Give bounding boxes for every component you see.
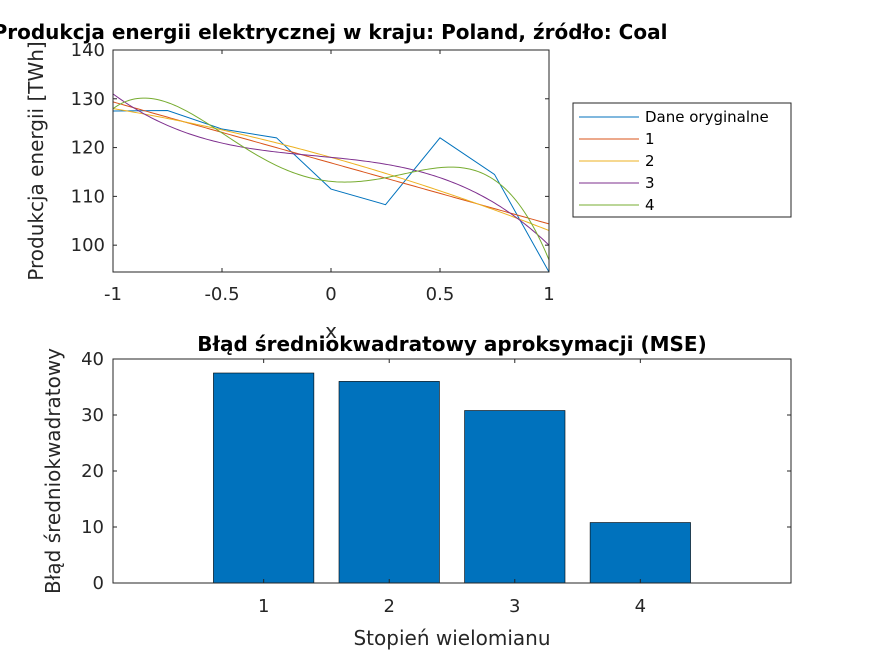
x-tick-label: -1 [104,284,122,305]
x-tick-label: 1 [258,596,269,617]
line-chart: -1 -0.5 0 0.5 1 100 110 120 130 140 Produkcja ene… [0,20,792,343]
x-tick-label: 0 [325,284,336,305]
bar-degree-1 [213,372,315,584]
y-tick-label: 30 [81,405,104,426]
legend-label-4: 4 [645,196,655,214]
bar-degree-2 [338,381,440,584]
series-line-dane-oryginalne [113,109,549,272]
legend-box [572,102,792,218]
y-tick-label: 100 [71,235,105,256]
legend-label-3: 3 [645,174,655,192]
line-chart-xlabel: x [325,319,337,343]
series-line-4 [113,97,549,261]
y-tick-label: 10 [81,517,104,538]
bar-chart-title: Błąd średniokwadratowy aproksymacji (MSE… [197,332,706,356]
y-tick-label: 130 [71,89,105,110]
line-axis-ticks: -1 -0.5 0 0.5 1 100 110 120 130 140 [71,40,555,305]
line-chart-title: Produkcja energii elektrycznej w kraju: … [0,20,667,44]
bar-chart-ylabel: Błąd średniokwadratowy [41,348,65,594]
line-chart-legend: Dane oryginalne 1 2 3 4 [572,102,792,218]
legend-label-2: 2 [645,152,655,170]
y-tick-label: 0 [93,573,104,594]
x-tick-label: -0.5 [204,284,239,305]
x-tick-label: 4 [635,596,646,617]
bar-chart-xlabel: Stopień wielomianu [353,626,550,650]
x-tick-label: 3 [509,596,520,617]
line-plot-series [113,93,549,272]
x-tick-label: 1 [543,284,554,305]
x-tick-label: 2 [383,596,394,617]
bar-degree-3 [464,410,566,584]
series-line-3 [113,93,549,246]
line-chart-ylabel: Produkcja energii [TWh] [24,41,48,280]
y-tick-label: 40 [81,349,104,370]
x-tick-label: 0.5 [426,284,455,305]
bar-degree-4 [589,522,691,584]
y-tick-label: 140 [71,40,105,61]
y-tick-label: 20 [81,461,104,482]
legend-label-1: 1 [645,130,655,148]
line-plot-area [113,50,549,272]
y-tick-label: 110 [71,186,105,207]
bar-plot-bars [213,372,691,584]
y-tick-label: 120 [71,138,105,159]
legend-label-dane-oryginalne: Dane oryginalne [645,108,769,126]
